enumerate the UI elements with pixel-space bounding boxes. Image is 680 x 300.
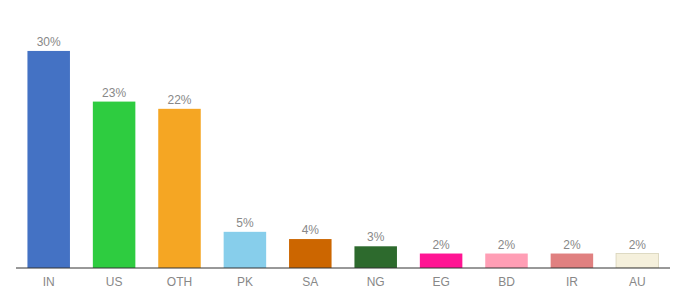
bar bbox=[354, 246, 397, 268]
x-tick-label: NG bbox=[367, 275, 385, 289]
data-label: 2% bbox=[629, 238, 647, 252]
data-label: 2% bbox=[563, 238, 581, 252]
x-tick-label: BD bbox=[498, 275, 515, 289]
x-tick-label: US bbox=[106, 275, 123, 289]
x-tick-label: PK bbox=[237, 275, 253, 289]
bar bbox=[485, 254, 528, 268]
chart: 30% 23% 22% 5% 4% 3% 2% 2% 2% 2% IN US OTH PK SA NG EG BD… bbox=[0, 0, 680, 300]
bar bbox=[420, 254, 463, 268]
data-label: 2% bbox=[432, 238, 450, 252]
x-tick-label: OTH bbox=[167, 275, 192, 289]
data-label: 30% bbox=[37, 35, 61, 49]
x-tick-label: EG bbox=[432, 275, 449, 289]
data-label: 2% bbox=[498, 238, 516, 252]
bar bbox=[616, 254, 659, 268]
bar bbox=[289, 239, 332, 268]
data-label: 4% bbox=[302, 223, 320, 237]
bars bbox=[27, 51, 658, 268]
x-tick-label: AU bbox=[629, 275, 646, 289]
data-label: 22% bbox=[167, 93, 191, 107]
chart-container: 30% 23% 22% 5% 4% 3% 2% 2% 2% 2% IN US OTH PK SA NG EG BD… bbox=[0, 0, 680, 300]
bar bbox=[158, 109, 201, 268]
bar bbox=[27, 51, 70, 268]
bar bbox=[224, 232, 267, 268]
bar bbox=[551, 254, 594, 268]
data-label: 5% bbox=[236, 216, 254, 230]
x-tick-label: SA bbox=[302, 275, 318, 289]
data-label: 3% bbox=[367, 230, 385, 244]
bar bbox=[93, 102, 136, 268]
x-tick-label: IR bbox=[566, 275, 578, 289]
x-tick-label: IN bbox=[43, 275, 55, 289]
x-axis-line bbox=[16, 268, 670, 269]
texts: 30% 23% 22% 5% 4% 3% 2% 2% 2% 2% IN US OTH PK SA NG EG BD… bbox=[37, 35, 647, 289]
data-label: 23% bbox=[102, 86, 126, 100]
